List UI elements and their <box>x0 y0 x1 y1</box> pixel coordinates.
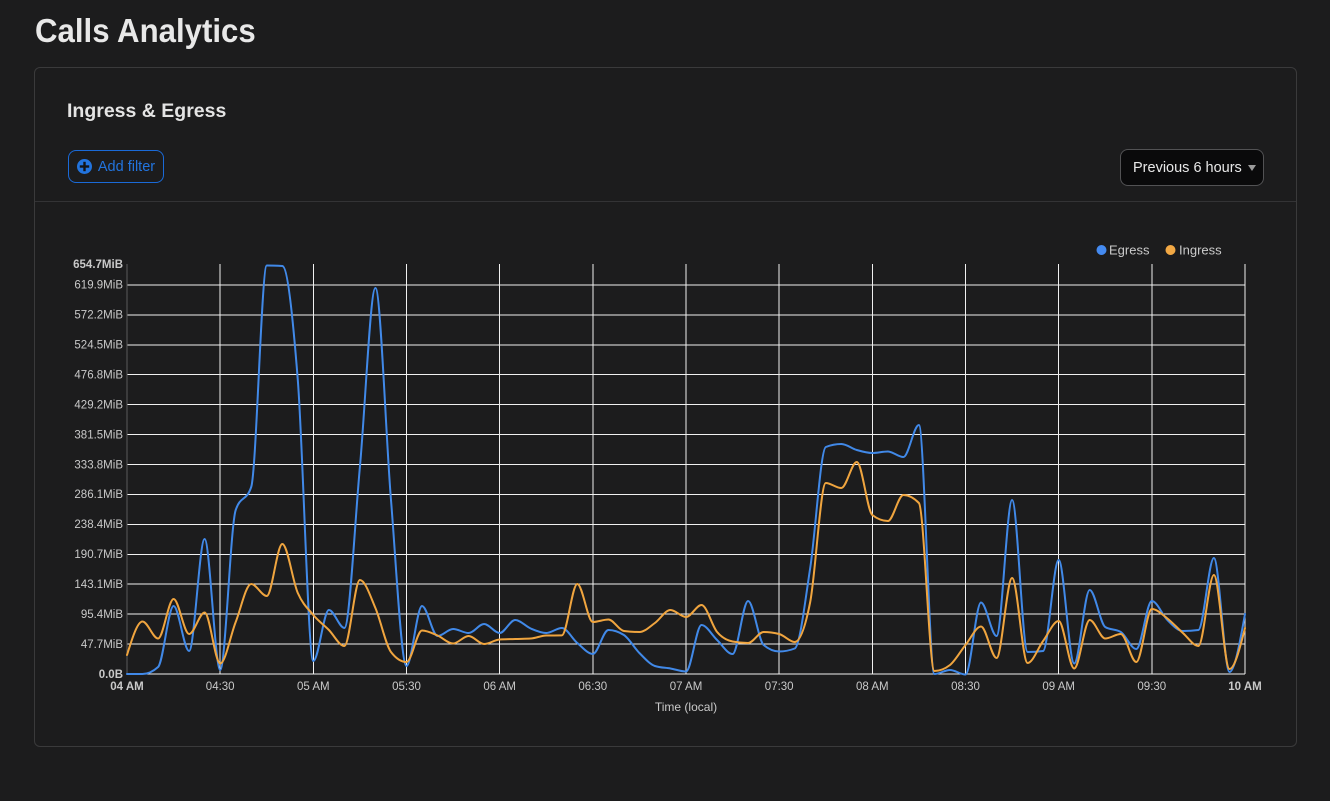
svg-text:333.8MiB: 333.8MiB <box>74 459 123 471</box>
svg-text:476.8MiB: 476.8MiB <box>74 370 123 382</box>
svg-text:Ingress: Ingress <box>1179 243 1222 258</box>
svg-text:654.7MiB: 654.7MiB <box>73 259 123 271</box>
svg-text:619.9MiB: 619.9MiB <box>74 280 123 292</box>
svg-text:286.1MiB: 286.1MiB <box>74 489 123 501</box>
svg-text:Egress: Egress <box>1109 243 1150 258</box>
svg-text:429.2MiB: 429.2MiB <box>74 399 123 411</box>
svg-text:07 AM: 07 AM <box>670 681 703 693</box>
svg-text:08:30: 08:30 <box>951 681 980 693</box>
svg-text:06 AM: 06 AM <box>483 681 516 693</box>
svg-text:238.4MiB: 238.4MiB <box>74 519 123 531</box>
svg-text:524.5MiB: 524.5MiB <box>74 340 123 352</box>
svg-text:09:30: 09:30 <box>1137 681 1166 693</box>
svg-text:Time (local): Time (local) <box>655 700 717 714</box>
svg-text:06:30: 06:30 <box>578 681 607 693</box>
svg-text:190.7MiB: 190.7MiB <box>74 549 123 561</box>
svg-text:143.1MiB: 143.1MiB <box>74 579 123 591</box>
svg-text:95.4MiB: 95.4MiB <box>81 609 124 621</box>
svg-text:04 AM: 04 AM <box>110 681 143 693</box>
svg-text:05:30: 05:30 <box>392 681 421 693</box>
svg-text:04:30: 04:30 <box>206 681 235 693</box>
svg-text:0.0B: 0.0B <box>99 669 123 681</box>
svg-text:08 AM: 08 AM <box>856 681 889 693</box>
svg-text:05 AM: 05 AM <box>297 681 330 693</box>
svg-text:07:30: 07:30 <box>765 681 794 693</box>
svg-text:09 AM: 09 AM <box>1042 681 1075 693</box>
svg-text:381.5MiB: 381.5MiB <box>74 429 123 441</box>
svg-text:10 AM: 10 AM <box>1228 681 1261 693</box>
svg-text:47.7MiB: 47.7MiB <box>81 639 124 651</box>
svg-text:572.2MiB: 572.2MiB <box>74 310 123 322</box>
